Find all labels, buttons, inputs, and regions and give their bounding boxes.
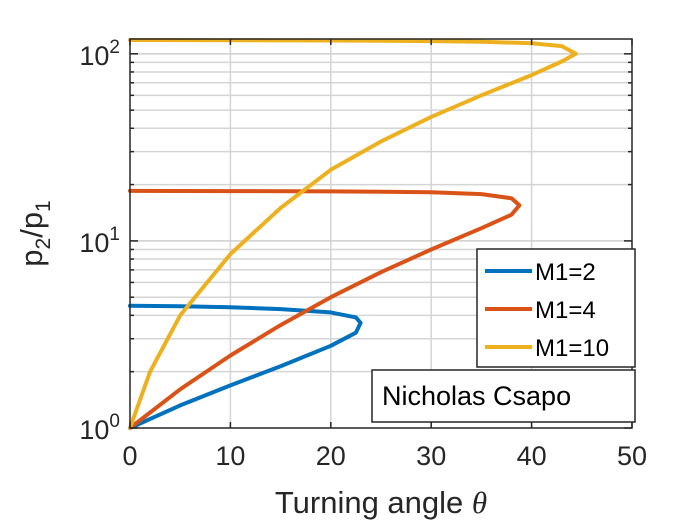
- series-line-2: [128, 188, 522, 430]
- y-tick-label: 100: [79, 411, 120, 445]
- series-line-1: [128, 303, 363, 430]
- y-tick-label: 102: [79, 37, 120, 71]
- x-tick-label: 40: [517, 441, 547, 471]
- legend: M1=2 M1=4 M1=10: [476, 248, 636, 368]
- x-tick-label: 20: [316, 441, 346, 471]
- x-tick-label: 0: [122, 441, 137, 471]
- x-tick-label: 30: [416, 441, 446, 471]
- tick-labels: 0 10 20 30 40 50 100 101 102: [79, 37, 647, 471]
- y-tick-label: 101: [79, 224, 120, 258]
- annotation-box: Nicholas Csapo: [371, 369, 636, 423]
- grid: [130, 39, 632, 428]
- x-axis-label: Turning angle θ: [275, 485, 487, 520]
- legend-label: M1=4: [535, 297, 596, 324]
- legend-label: M1=2: [535, 259, 596, 286]
- x-tick-label: 10: [215, 441, 245, 471]
- annotation-rect: [371, 369, 636, 423]
- legend-label: M1=10: [535, 335, 609, 362]
- y-axis-label: p2/p1: [14, 200, 55, 266]
- axes-box: [129, 38, 633, 429]
- ticks: [129, 39, 633, 429]
- x-tick-label: 50: [617, 441, 647, 471]
- annotation-text: Nicholas Csapo: [382, 381, 571, 411]
